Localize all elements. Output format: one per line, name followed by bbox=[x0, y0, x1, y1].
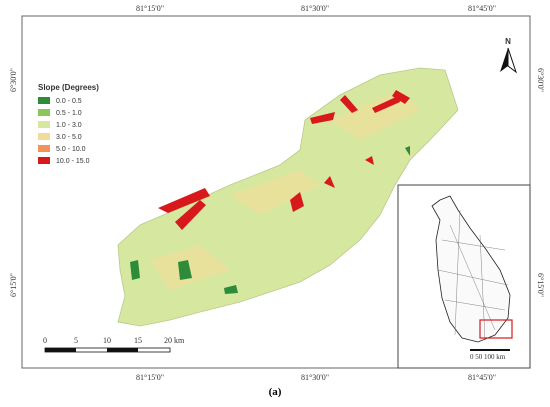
slope-patch bbox=[158, 90, 410, 230]
arrow-left bbox=[500, 48, 508, 72]
inset-scale-label: 0 50 100 km bbox=[470, 353, 506, 361]
legend-swatch bbox=[38, 109, 50, 116]
north-arrow: N bbox=[500, 37, 517, 74]
legend-label: 10.0 - 15.0 bbox=[56, 158, 90, 165]
scale-label: 0 bbox=[43, 336, 47, 345]
lon-label: 81°30'0" bbox=[301, 373, 329, 382]
lat-label: 6°30'0" bbox=[536, 68, 545, 92]
lat-label: 6°15'0" bbox=[9, 273, 18, 297]
lon-label: 81°15'0" bbox=[136, 373, 164, 382]
lon-label: 81°30'0" bbox=[301, 4, 329, 13]
inset-map: 0 50 100 km bbox=[397, 184, 531, 369]
districts bbox=[437, 209, 509, 341]
legend-title: Slope (Degrees) bbox=[38, 83, 99, 92]
study-area bbox=[117, 67, 459, 327]
scale-label: 20 km bbox=[164, 336, 185, 345]
scale-label: 10 bbox=[103, 336, 111, 345]
legend-label: 0.0 - 0.5 bbox=[56, 98, 82, 105]
legend-label: 5.0 - 10.0 bbox=[56, 146, 86, 153]
top-labels: 81°15'0" 81°30'0" 81°45'0" 81°15'0" 81°3… bbox=[9, 4, 545, 382]
north-label: N bbox=[505, 37, 511, 46]
legend-swatch bbox=[38, 133, 50, 140]
lat-label: 6°15'0" bbox=[536, 273, 545, 297]
scale-label: 5 bbox=[74, 336, 78, 345]
lon-label: 81°15'0" bbox=[136, 4, 164, 13]
legend-label: 1.0 - 3.0 bbox=[56, 122, 82, 129]
legend-label: 3.0 - 5.0 bbox=[56, 134, 82, 141]
legend-swatch bbox=[38, 97, 50, 104]
caption: (a) bbox=[269, 386, 282, 398]
legend-swatch bbox=[38, 157, 50, 164]
scale-label: 15 bbox=[134, 336, 142, 345]
legend-swatch bbox=[38, 121, 50, 128]
arrow-right bbox=[507, 47, 517, 74]
scale-seg bbox=[45, 348, 76, 352]
scale-seg bbox=[107, 348, 138, 352]
legend-swatch bbox=[38, 145, 50, 152]
slope-patch bbox=[150, 90, 420, 290]
lon-label: 81°45'0" bbox=[468, 373, 496, 382]
inset-highlight bbox=[479, 319, 513, 339]
lon-label: 81°45'0" bbox=[468, 4, 496, 13]
legend: Slope (Degrees) 0.0 - 0.5 0.5 - 1.0 1.0 - … bbox=[38, 83, 99, 165]
legend-label: 0.5 - 1.0 bbox=[56, 110, 82, 117]
lat-label: 6°30'0" bbox=[9, 68, 18, 92]
scale-bar: 0 5 10 15 20 km bbox=[43, 336, 185, 353]
